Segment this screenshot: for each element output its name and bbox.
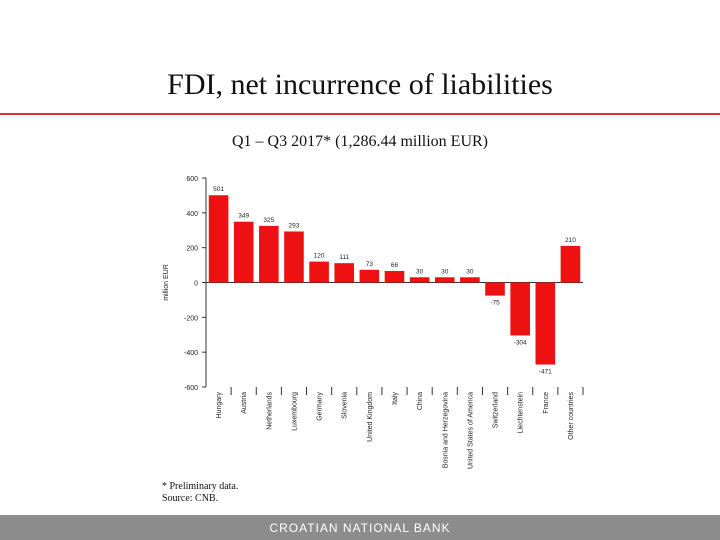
data-label: -471 xyxy=(539,369,552,376)
data-label: 30 xyxy=(416,268,424,275)
bar-germany xyxy=(309,261,329,283)
bar-united-states-of-america xyxy=(460,277,480,283)
y-axis-title: million EUR xyxy=(163,264,170,301)
data-label: 30 xyxy=(441,268,449,275)
bar-liechtenstein xyxy=(510,282,530,336)
x-tick-label: Luxembourg xyxy=(291,392,298,431)
bar-austria xyxy=(233,221,254,283)
x-tick-label: United States of America xyxy=(467,392,474,469)
bar-hungary xyxy=(208,195,229,283)
chart-subtitle: Q1 – Q3 2017* (1,286.44 million EUR) xyxy=(232,133,488,150)
x-tick-label: Slovenia xyxy=(342,392,349,419)
data-label: 66 xyxy=(391,262,399,269)
fdi-bar-chart: 600 400 200 0 -200 -400 -600 million EUR 501 Hung… xyxy=(163,176,584,469)
bar-netherlands xyxy=(259,225,279,283)
footnote: * Preliminary data. Source: CNB. xyxy=(162,481,238,505)
bar-slovenia xyxy=(334,263,355,283)
x-tick-label: Bosnia and Herzegovina xyxy=(442,392,449,468)
x-tick-label: Liechtenstein xyxy=(518,392,525,433)
data-label: 349 xyxy=(238,213,249,220)
footnote-preliminary: * Preliminary data. xyxy=(162,481,239,492)
x-tick-label: Italy xyxy=(392,392,399,405)
x-tick-label: Austria xyxy=(241,392,248,414)
footer-bar: CROATIAN NATIONAL BANK xyxy=(0,515,720,540)
x-tick-label: United Kingdom xyxy=(367,392,374,442)
x-tick-label: Switzerland xyxy=(493,392,500,428)
title-divider xyxy=(0,113,720,115)
data-label: 73 xyxy=(366,261,374,268)
y-tick-label: 0 xyxy=(194,281,198,288)
bar-other-countries xyxy=(560,245,581,283)
x-tick-label: China xyxy=(417,392,424,410)
bar-italy xyxy=(384,271,405,283)
bar-bosnia-and-herzegovina xyxy=(434,277,455,283)
x-tick-label: Other countries xyxy=(568,392,575,440)
data-label: 120 xyxy=(314,253,325,260)
y-tick-label: -600 xyxy=(184,385,198,392)
data-label: 501 xyxy=(213,186,224,193)
footer-bank-name: CROATIAN NATIONAL BANK xyxy=(269,521,451,535)
y-tick-label: -400 xyxy=(184,350,198,357)
y-tick-label: 600 xyxy=(186,176,198,183)
y-tick-label: -200 xyxy=(184,315,198,322)
bar-china xyxy=(409,277,430,283)
x-tick-label: Netherlands xyxy=(266,392,273,430)
footnote-source: Source: CNB. xyxy=(162,493,219,504)
bar-luxembourg xyxy=(284,231,304,283)
data-label: 111 xyxy=(339,254,349,261)
data-label: 210 xyxy=(565,237,576,244)
bar-switzerland xyxy=(485,282,505,296)
data-label: 30 xyxy=(466,268,474,275)
data-label: -304 xyxy=(514,339,527,346)
x-tick-label: Germany xyxy=(317,392,324,421)
y-tick-label: 400 xyxy=(186,211,198,218)
data-label: 293 xyxy=(289,222,300,229)
slide-title: FDI, net incurrence of liabilities xyxy=(167,68,553,101)
x-tick-label: France xyxy=(543,392,550,414)
data-label: -75 xyxy=(490,300,500,307)
x-tick-label: Hungary xyxy=(216,392,223,419)
y-tick-label: 200 xyxy=(186,246,198,253)
bar-united-kingdom xyxy=(359,269,380,283)
data-label: 325 xyxy=(263,217,274,224)
bar-france xyxy=(535,282,556,365)
